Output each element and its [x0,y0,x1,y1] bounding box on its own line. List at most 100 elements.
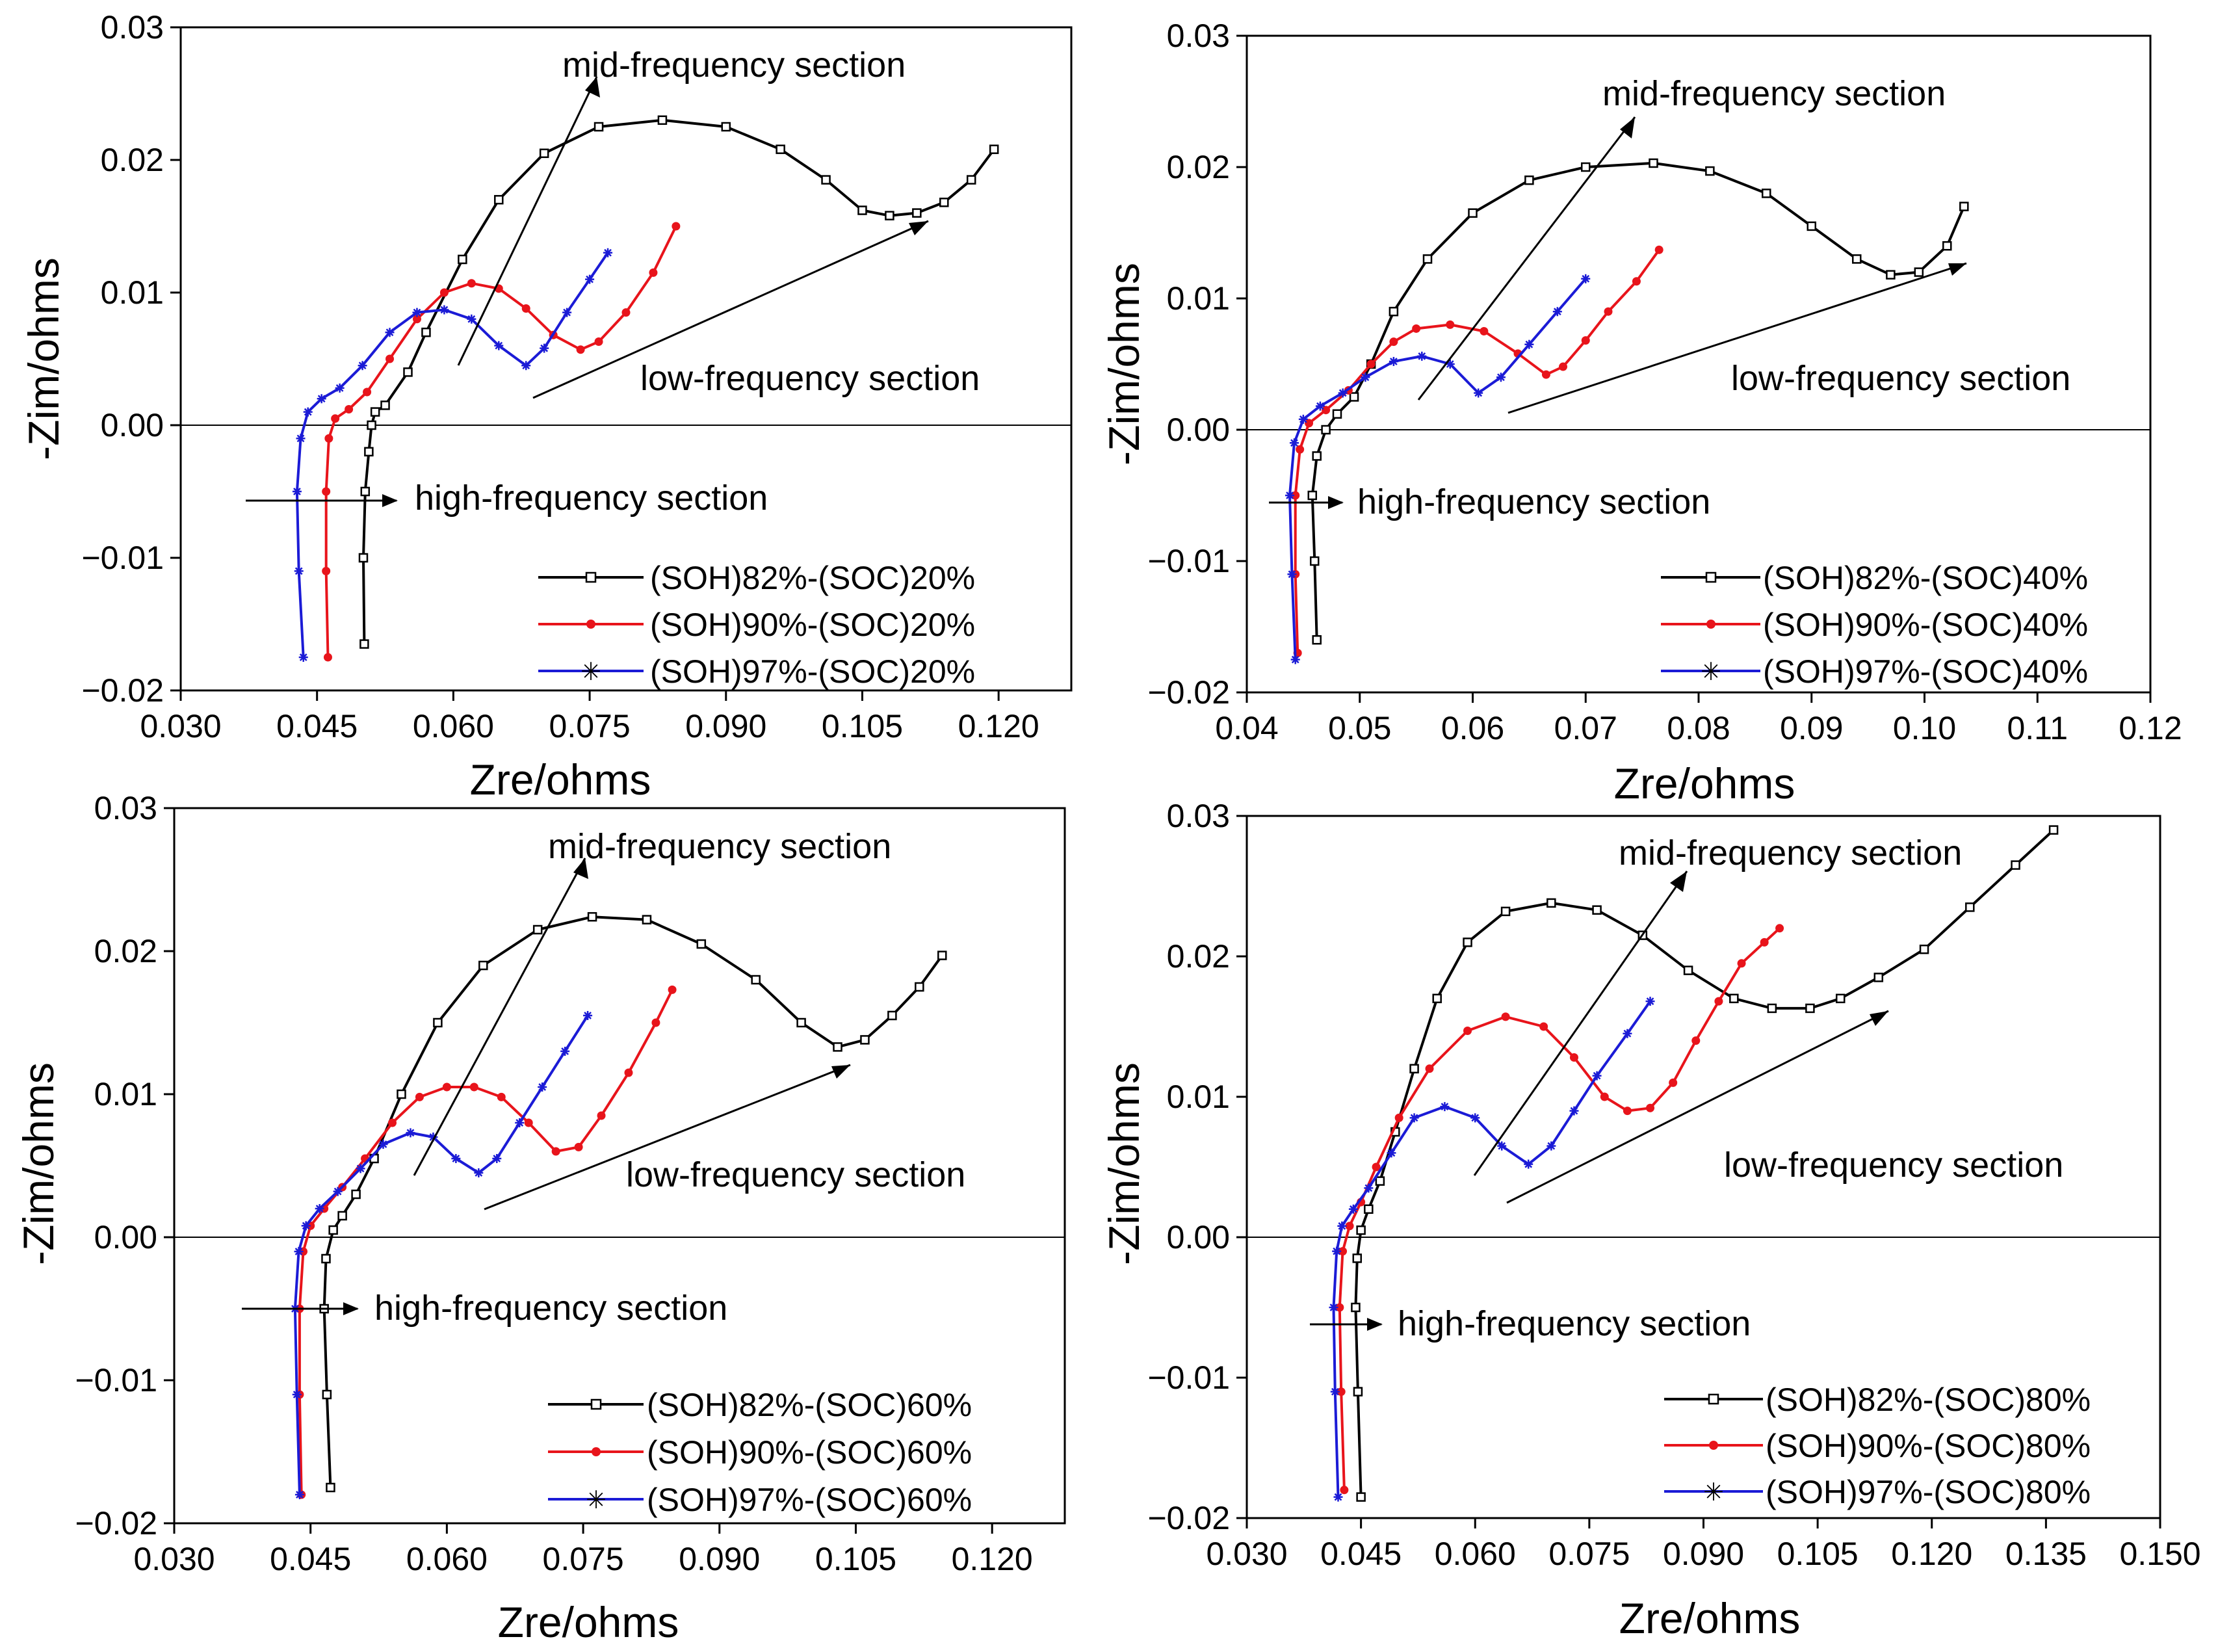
data-point [833,1042,842,1052]
data-point [1767,1003,1777,1014]
data-point [1470,1113,1480,1123]
low-frequency-label: low-frequency section [1731,359,2070,398]
y-tick-label: 0.03 [94,790,157,826]
legend-label-soh82: (SOH)82%-(SOC)40% [1763,560,2088,596]
data-point [292,487,302,496]
plot-frame [173,807,1066,1525]
data-point [649,268,658,277]
data-point [583,1011,593,1020]
data-point [1775,924,1784,933]
data-point [1353,1387,1363,1396]
y-tick-label: −0.01 [1147,543,1230,579]
data-point [1604,307,1613,316]
data-point [621,308,631,317]
mid-frequency-arrow [1417,116,1636,400]
data-point [668,985,677,994]
data-point [1338,1247,1348,1256]
series-line [1338,927,1781,1490]
data-point [1285,491,1295,500]
data-point [1760,937,1769,947]
data-point [1581,336,1590,345]
y-tick-label: −0.02 [81,672,164,709]
data-point [335,383,345,393]
data-point [857,205,867,215]
data-point [515,1118,525,1127]
data-point [1298,414,1308,424]
data-point [1361,373,1370,382]
y-tick-label: −0.02 [75,1505,157,1541]
data-point [1394,1113,1403,1122]
data-point [492,1154,502,1163]
data-point [322,566,331,575]
y-tick-label: 0.03 [1167,18,1230,54]
data-point [597,1111,606,1120]
legend-item-soh82: (SOH)82%-(SOC)60% [548,1387,972,1423]
x-tick-label: 0.090 [679,1541,760,1577]
series-line [322,915,943,1488]
data-point [1524,175,1534,185]
high-frequency-label: high-frequency section [415,479,768,518]
data-point [1425,1064,1434,1073]
data-point [1654,245,1664,254]
high-frequency-label: high-frequency section [374,1289,727,1328]
x-tick-label: 0.030 [1206,1536,1287,1572]
x-tick-label: 0.10 [1893,710,1956,746]
y-axis-label: -Zim/ohms [1100,263,1148,465]
y-tick-label: 0.03 [1167,798,1230,834]
x-tick-label: 0.075 [1548,1536,1630,1572]
data-point [321,1253,331,1264]
panel-soc20: 0.030 0.045 0.060 0.075 0.090 0.105 0.120 −0.02… [20,9,1073,804]
data-point [539,148,549,159]
data-point [359,639,369,649]
data-point [2011,860,2020,870]
data-point [2048,825,2059,835]
series-dot [322,222,681,662]
data-point [494,194,504,205]
data-point [1356,1492,1366,1502]
data-point [1338,388,1348,398]
data-point [524,1118,533,1127]
data-point [860,1035,870,1045]
data-point [1569,1106,1579,1116]
data-point [1356,1225,1366,1235]
x-tick-label: 0.120 [1891,1536,1972,1572]
y-tick-label: 0.02 [1167,938,1230,975]
data-point [328,1225,338,1235]
data-point [642,915,652,924]
data-point [538,1082,547,1092]
data-point [1959,202,1969,211]
legend-marker-soh97: ✳ [581,659,601,686]
data-point [358,553,369,563]
data-point [478,960,488,971]
x-tick-label: 0.060 [406,1541,488,1577]
data-point [624,1068,633,1077]
data-point [594,122,604,132]
mid-frequency-arrow [1473,871,1688,1176]
data-point [1364,1183,1374,1193]
data-point [358,361,367,371]
legend-item-soh90: (SOH)90%-(SOC)20% [538,607,975,643]
data-point [1422,254,1433,264]
x-tick-label: 0.105 [1777,1536,1859,1572]
data-point [1546,898,1556,908]
high-frequency-label: high-frequency section [1398,1304,1751,1343]
data-point [378,1140,388,1149]
data-point [1351,1302,1361,1313]
data-point [415,1092,424,1101]
data-point [1646,1103,1655,1112]
data-point [1412,324,1421,333]
data-point [1474,388,1483,398]
data-point [885,211,894,220]
data-point [1737,959,1746,968]
series-line [1288,278,1587,660]
data-point [551,1147,560,1156]
data-point [1581,274,1591,283]
data-point [1307,490,1318,501]
low-frequency-label: low-frequency section [640,359,980,398]
y-tick-label: 0.00 [101,407,164,443]
low-frequency-arrow [532,220,929,399]
data-point [721,122,731,132]
data-point [1364,1204,1374,1214]
data-point [1289,438,1299,448]
data-point [1807,221,1816,231]
